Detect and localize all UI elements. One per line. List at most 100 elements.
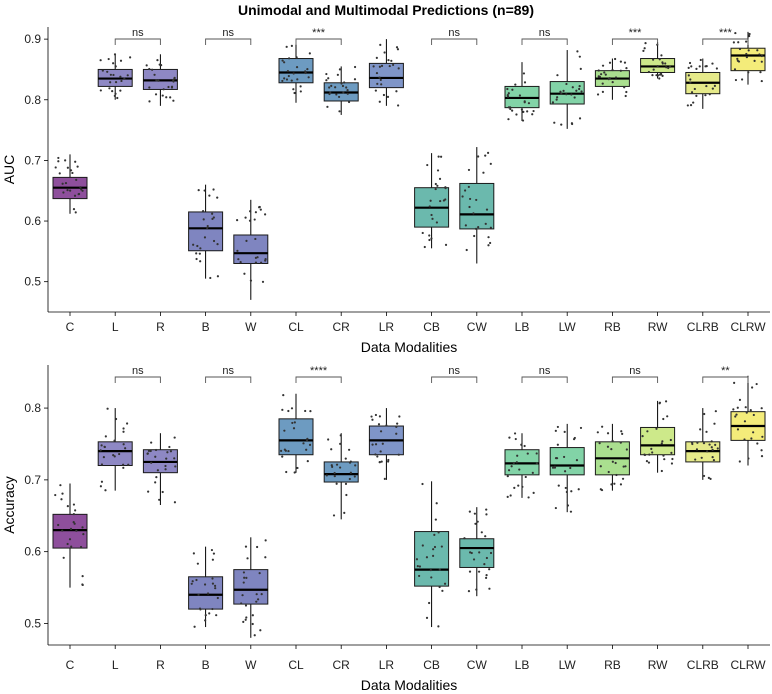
sample-point (122, 427, 125, 430)
sample-point (66, 189, 69, 192)
sample-point (475, 588, 478, 591)
sample-point (348, 461, 352, 464)
sample-point (309, 410, 312, 413)
sample-point (69, 527, 73, 530)
sample-point (216, 596, 219, 600)
sample-point (736, 406, 739, 409)
x-axis-title: Data Modalities (361, 339, 458, 355)
sample-point (577, 488, 580, 491)
sample-point (485, 574, 488, 577)
x-axis-title: Data Modalities (361, 677, 458, 693)
sample-point (99, 89, 102, 92)
sample-point (660, 469, 663, 473)
significance-label: ns (222, 27, 234, 39)
sample-point (661, 62, 664, 65)
sample-point (738, 47, 742, 51)
sample-point (114, 65, 117, 68)
sample-point (283, 448, 286, 451)
sample-point (71, 171, 74, 175)
sample-point (435, 502, 438, 505)
sample-point (264, 213, 267, 216)
sample-point (467, 185, 470, 189)
sample-point (54, 166, 57, 169)
sample-point (656, 64, 659, 68)
significance-label: ns (132, 365, 144, 377)
sample-point (375, 56, 378, 59)
sample-point (714, 410, 717, 413)
sample-point (72, 208, 76, 211)
sample-point (415, 558, 419, 561)
sample-point (760, 54, 763, 58)
sample-point (147, 490, 150, 493)
sample-point (484, 576, 488, 580)
sample-point (438, 585, 441, 589)
sample-point (705, 65, 708, 68)
sample-point (438, 177, 442, 180)
sample-point (398, 415, 401, 418)
sample-point (203, 583, 207, 586)
sample-point (614, 76, 618, 79)
sample-point (380, 64, 384, 67)
sample-point (556, 443, 559, 446)
sample-point (606, 445, 610, 448)
significance-label: *** (719, 27, 733, 39)
sample-point (254, 256, 257, 259)
sample-point (689, 104, 693, 107)
sample-point (191, 580, 194, 583)
sample-point (468, 205, 471, 209)
sample-point (54, 493, 57, 497)
sample-point (661, 74, 664, 77)
sample-point (69, 169, 73, 172)
sample-point (516, 454, 519, 457)
sample-point (488, 568, 491, 571)
sample-point (81, 526, 84, 529)
y-tick-label: 0.6 (24, 545, 41, 559)
sample-point (554, 457, 558, 460)
sample-point (283, 429, 286, 432)
sample-point (660, 442, 663, 445)
sample-point (652, 68, 655, 71)
sample-point (430, 213, 433, 217)
sample-point (464, 189, 467, 192)
sample-point (69, 189, 72, 192)
sample-point (290, 407, 294, 410)
sample-point (760, 455, 764, 458)
sample-point (748, 34, 751, 38)
sample-point (112, 62, 115, 65)
box-w (233, 569, 269, 605)
sample-point (326, 105, 329, 108)
sample-point (596, 93, 600, 96)
sample-point (521, 119, 525, 122)
box-lw (549, 447, 585, 476)
sample-point (580, 90, 583, 93)
sample-point (428, 601, 431, 605)
sample-point (668, 65, 672, 68)
sample-point (564, 486, 567, 490)
sample-point (488, 587, 491, 590)
sample-point (244, 618, 247, 621)
sample-point (102, 456, 105, 459)
sample-point (686, 104, 689, 107)
sample-point (702, 442, 706, 445)
sample-point (438, 568, 441, 571)
sample-point (560, 123, 563, 126)
sample-point (532, 491, 535, 494)
sample-point (662, 454, 665, 457)
sample-point (287, 57, 291, 60)
sample-point (119, 75, 122, 78)
sample-point (208, 194, 211, 197)
sample-point (601, 90, 605, 93)
sample-point (597, 69, 600, 72)
sample-point (66, 542, 69, 546)
sample-point (392, 63, 395, 67)
sample-point (293, 421, 296, 424)
sample-point (478, 551, 481, 554)
sample-point (421, 231, 424, 235)
sample-point (237, 258, 240, 261)
sample-point (624, 94, 627, 98)
sample-point (443, 582, 447, 585)
sample-point (711, 87, 714, 90)
sample-point (663, 458, 666, 461)
sample-point (199, 260, 202, 263)
sample-point (157, 79, 160, 82)
